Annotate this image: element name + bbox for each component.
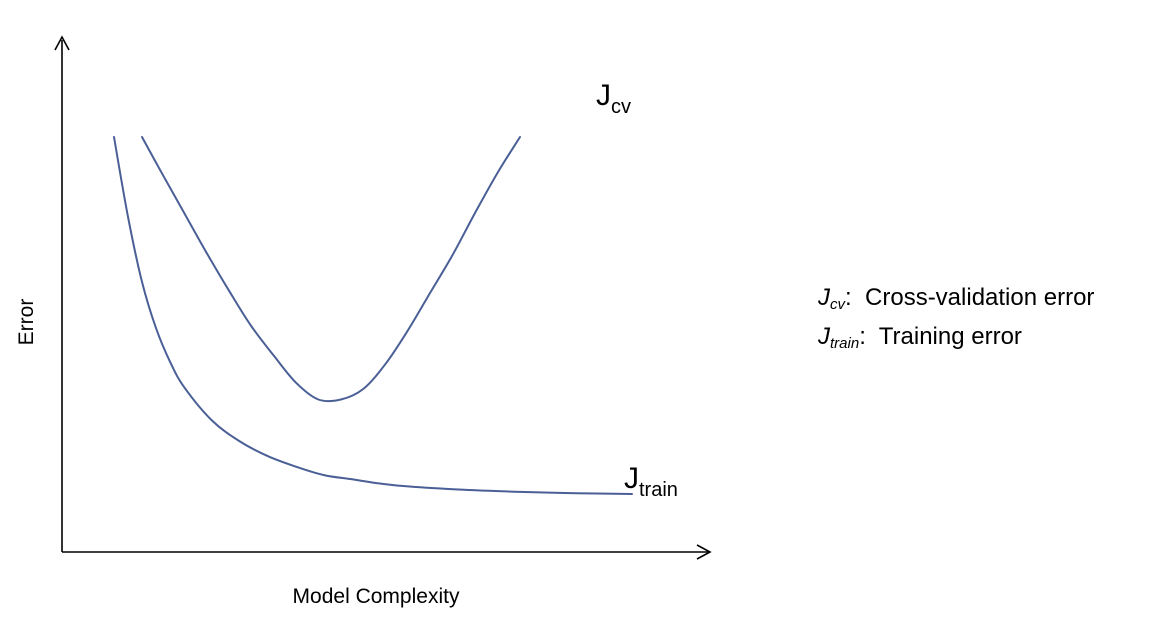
legend-text-jtrain: Training error xyxy=(878,323,1022,350)
legend-symbol-main: J xyxy=(818,323,830,350)
legend-separator: : xyxy=(859,323,866,350)
series-label-jcv-main: J xyxy=(596,79,611,112)
legend-symbol-sub: cv xyxy=(830,296,845,313)
x-axis-label: Model Complexity xyxy=(293,585,460,608)
series-line-jtrain xyxy=(113,136,633,495)
legend-item-jtrain: Jtrain: Training error xyxy=(818,321,1094,360)
x-axis-arrow-icon xyxy=(696,544,712,560)
legend-symbol-sub: train xyxy=(830,335,860,352)
y-axis-label: Error xyxy=(15,299,38,346)
legend-item-jcv: Jcv: Cross-validation error xyxy=(818,282,1094,321)
legend-separator: : xyxy=(845,284,852,311)
series-label-jtrain-sub: train xyxy=(639,479,678,501)
series-line-jcv xyxy=(141,136,521,403)
series-label-jtrain: Jtrain xyxy=(624,462,678,501)
legend-symbol-jcv: Jcv xyxy=(818,284,845,313)
legend: Jcv: Cross-validation error Jtrain: Trai… xyxy=(818,282,1094,360)
series-label-jcv-sub: cv xyxy=(611,96,631,118)
series-label-jtrain-main: J xyxy=(624,462,639,495)
y-axis-arrow-icon xyxy=(54,35,70,51)
series-label-jcv: Jcv xyxy=(596,79,631,118)
legend-text-jcv: Cross-validation error xyxy=(865,284,1095,311)
legend-symbol-main: J xyxy=(818,284,830,311)
legend-symbol-jtrain: Jtrain xyxy=(818,323,860,352)
